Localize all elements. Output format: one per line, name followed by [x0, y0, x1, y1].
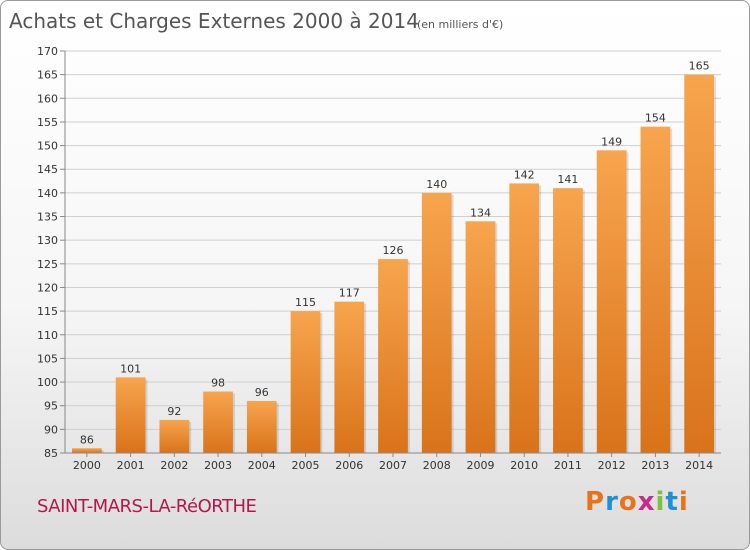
- x-tick-label: 2013: [641, 459, 669, 472]
- bar-2008: [421, 192, 452, 453]
- bar-2002: [159, 419, 190, 453]
- x-tick-label: 2005: [292, 459, 320, 472]
- proxiti-logo[interactable]: Proxiti: [585, 487, 689, 517]
- x-tick-label: 2008: [423, 459, 451, 472]
- x-tick-label: 2007: [379, 459, 407, 472]
- x-tick-label: 2000: [73, 459, 101, 472]
- logo-letter: i: [655, 487, 666, 517]
- bar-2005: [290, 311, 321, 453]
- bar-value-label: 92: [167, 405, 181, 418]
- bar-2013: [640, 126, 671, 453]
- bar-value-label: 86: [80, 433, 94, 446]
- logo-letter: o: [618, 487, 638, 517]
- chart-subtitle: (en milliers d'€): [417, 18, 503, 31]
- bar-2007: [378, 259, 408, 453]
- bar-2001: [115, 377, 146, 453]
- x-tick-label: 2010: [510, 459, 538, 472]
- bar-2009: [465, 221, 496, 453]
- y-tick-label: 95: [44, 400, 58, 413]
- bar-2006: [334, 301, 365, 453]
- bar-value-label: 117: [339, 287, 360, 300]
- bar-value-label: 134: [470, 206, 491, 219]
- bar-2011: [553, 188, 583, 453]
- x-tick-label: 2011: [554, 459, 582, 472]
- bar-value-label: 149: [601, 135, 622, 148]
- bar-value-label: 101: [120, 362, 141, 375]
- y-tick-label: 130: [37, 234, 58, 247]
- y-tick-label: 110: [37, 329, 58, 342]
- chart-title: Achats et Charges Externes 2000 à 2014: [9, 9, 419, 33]
- x-tick-label: 2002: [160, 459, 188, 472]
- y-tick-label: 150: [37, 140, 58, 153]
- logo-letter: t: [665, 487, 679, 517]
- bar-value-label: 96: [255, 386, 269, 399]
- logo-letter: r: [605, 487, 619, 517]
- bars: 86 101 92 98 96 115 117 126 140 134 142 141 149 154 16…: [71, 60, 717, 454]
- bar-value-label: 140: [426, 178, 447, 191]
- x-tick-label: 2009: [466, 459, 494, 472]
- y-tick-label: 85: [44, 447, 58, 460]
- logo-letter: P: [585, 487, 606, 517]
- bar-value-label: 98: [211, 377, 225, 390]
- x-tick-label: 2006: [335, 459, 363, 472]
- x-tick-label: 2003: [204, 459, 232, 472]
- y-tick-label: 90: [44, 423, 58, 436]
- x-axis: 2000 2001 2002 2003 2004 2005 2006 2007 2008 2009…: [65, 452, 721, 472]
- y-tick-label: 100: [37, 376, 58, 389]
- bar-value-label: 141: [557, 173, 578, 186]
- y-tick-label: 135: [37, 211, 58, 224]
- y-tick-label: 120: [37, 281, 58, 294]
- y-tick-label: 165: [37, 69, 58, 82]
- x-tick-label: 2014: [685, 459, 713, 472]
- y-tick-label: 125: [37, 258, 58, 271]
- y-axis: 85 90 95 100 105 110 115 120 125 130 135 140 145 150 1…: [37, 45, 66, 460]
- x-tick-label: 2004: [248, 459, 276, 472]
- x-tick-label: 2012: [598, 459, 626, 472]
- y-tick-label: 160: [37, 92, 58, 105]
- logo-letter: i: [678, 487, 689, 517]
- bar-value-label: 126: [383, 244, 404, 257]
- bar-2004: [246, 400, 277, 453]
- bar-2000: [71, 448, 102, 453]
- y-tick-label: 140: [37, 187, 58, 200]
- y-tick-label: 170: [37, 45, 58, 58]
- y-tick-label: 155: [37, 116, 58, 129]
- logo-letter: x: [637, 487, 656, 517]
- y-tick-label: 105: [37, 352, 58, 365]
- bar-value-label: 154: [645, 112, 666, 125]
- y-tick-label: 145: [37, 163, 58, 176]
- bar-value-label: 165: [689, 60, 710, 73]
- bar-2012: [596, 150, 627, 454]
- bar-2014: [684, 74, 715, 453]
- bar-value-label: 142: [514, 168, 535, 181]
- bar-2010: [509, 183, 540, 453]
- y-tick-label: 115: [37, 305, 58, 318]
- commune-name: SAINT-MARS-LA-RéORTHE: [37, 496, 257, 517]
- bar-value-label: 115: [295, 296, 316, 309]
- x-tick-label: 2001: [117, 459, 145, 472]
- bar-2003: [203, 391, 233, 453]
